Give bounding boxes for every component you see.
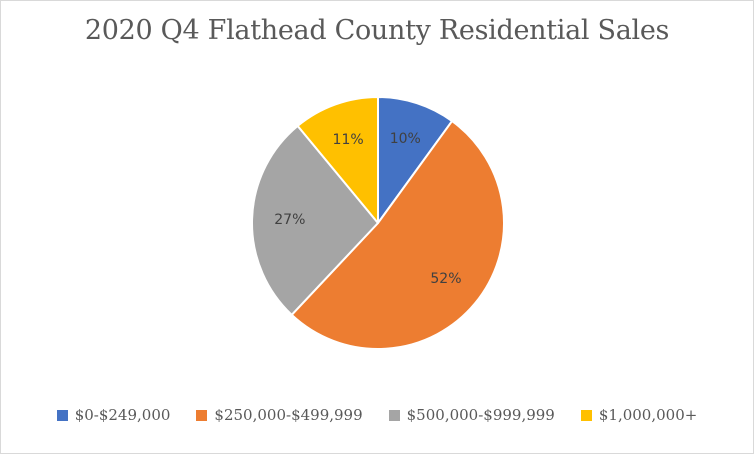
- legend-item-250k-499k: $250,000-$499,999: [196, 406, 363, 424]
- legend-item-1m-plus: $1,000,000+: [580, 406, 698, 424]
- legend-swatch-250k-499k: [196, 409, 208, 421]
- legend-swatch-1m-plus: [580, 409, 592, 421]
- legend-label-250k-499k: $250,000-$499,999: [214, 406, 363, 424]
- data-label-1m-plus: 11%: [333, 132, 364, 148]
- legend-label-500k-999k: $500,000-$999,999: [406, 406, 555, 424]
- pie-slice-1m-plus: [296, 96, 379, 224]
- pie-slice-250k-499k: [290, 120, 505, 350]
- legend-swatch-0-249k: [56, 409, 68, 421]
- data-label-0-249k: 10%: [390, 131, 421, 147]
- legend: $0-$249,000 $250,000-$499,999 $500,000-$…: [1, 406, 753, 424]
- data-label-500k-999k: 27%: [274, 212, 305, 228]
- chart-title: 2020 Q4 Flathead County Residential Sale…: [84, 15, 670, 46]
- data-label-250k-499k: 52%: [430, 271, 461, 287]
- legend-item-500k-999k: $500,000-$999,999: [388, 406, 555, 424]
- legend-swatch-500k-999k: [388, 409, 400, 421]
- legend-label-0-249k: $0-$249,000: [74, 406, 171, 424]
- legend-item-0-249k: $0-$249,000: [56, 406, 171, 424]
- pie-slice-500k-999k: [251, 124, 379, 316]
- pie-slice-0-249k: [377, 96, 454, 224]
- legend-label-1m-plus: $1,000,000+: [598, 406, 698, 424]
